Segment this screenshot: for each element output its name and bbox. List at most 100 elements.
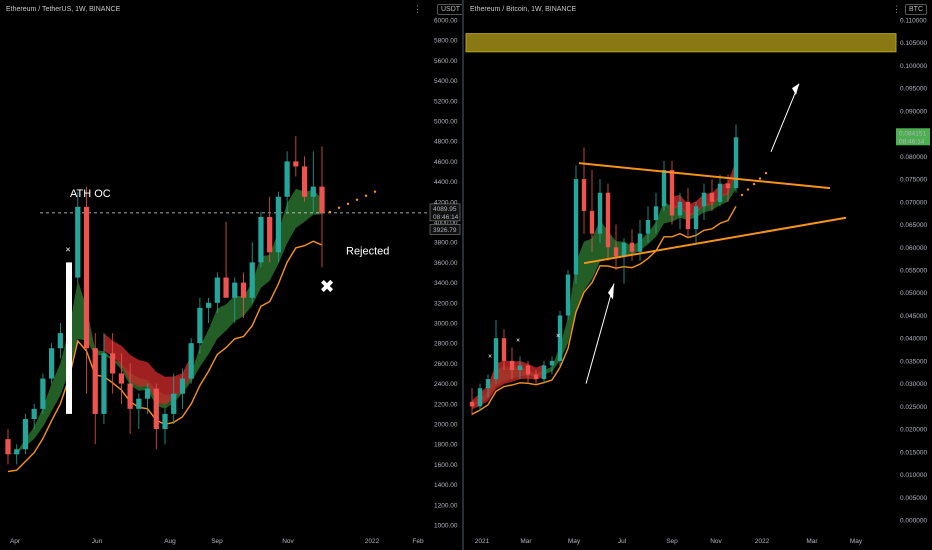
candle-body [613, 247, 619, 257]
trend-ribbon-red [103, 333, 192, 405]
candle-body [477, 388, 483, 407]
y-tick-label: 4400.00 [434, 179, 458, 186]
x-tick-label: Nov [282, 538, 294, 545]
candle-body [501, 338, 507, 361]
candle-body [249, 262, 255, 298]
y-tick-label: 0.090000 [900, 108, 927, 115]
projection-dot [355, 198, 359, 201]
projection-dot [337, 206, 341, 210]
price-box-value: 4089.95 [433, 206, 457, 213]
more-options-icon[interactable]: ⋮ [413, 4, 422, 14]
candle-body [533, 374, 539, 380]
y-tick-label: 0.055000 [900, 268, 927, 275]
candle-body [284, 161, 290, 197]
y-tick-label: 1200.00 [434, 502, 458, 509]
price-box-countdown: 08:46:14 [433, 214, 459, 221]
candle-body [48, 348, 55, 379]
candle-body [517, 365, 523, 370]
x-tick-label: Mar [806, 538, 818, 545]
y-tick-label: 0.040000 [900, 336, 927, 343]
candle-body [525, 365, 531, 375]
eth-usdt-chart-panel[interactable]: Ethereum / TetherUS, 1W, BINANCE ⋮ USDT … [0, 0, 465, 550]
candle-body [310, 186, 316, 197]
candle-body [136, 398, 142, 409]
candle-body [127, 383, 133, 409]
candle-body [589, 210, 595, 234]
candle-body [301, 166, 308, 197]
candle-body [629, 242, 635, 252]
candle-body [661, 170, 667, 207]
price-box-countdown: 08:46:14 [899, 138, 925, 145]
price-box-value: 3926.79 [433, 227, 457, 234]
y-tick-label: 0.035000 [900, 358, 927, 365]
y-tick-label: 0.095000 [900, 86, 927, 93]
y-tick-label: 2400.00 [434, 381, 458, 388]
projection-dot [764, 171, 768, 175]
candle-body [5, 439, 11, 455]
candle-body [621, 242, 627, 257]
candle-body [725, 183, 731, 189]
eth-btc-chart-panel[interactable]: Ethereum / Bitcoin, 1W, BINANCE ⋮ BTC 0.… [464, 0, 932, 550]
x-tick-label: Mar [520, 538, 532, 545]
y-tick-label: 2800.00 [434, 341, 458, 348]
candle-body [573, 179, 579, 275]
projection-dot [364, 194, 368, 197]
y-tick-label: 2000.00 [434, 422, 458, 429]
more-options-icon[interactable]: ⋮ [892, 4, 901, 14]
candle-body [733, 137, 739, 189]
x-tick-label: Nov [710, 538, 722, 545]
candle-body [31, 408, 37, 419]
x-marker-icon: × [65, 244, 70, 254]
rejected-cross-icon: ✖ [319, 277, 334, 297]
candle-body [493, 338, 499, 380]
candle-body [258, 216, 264, 263]
y-tick-label: 2200.00 [434, 401, 458, 408]
y-tick-label: 0.100000 [900, 63, 927, 70]
projection-dot [373, 190, 377, 193]
y-tick-label: 6000.00 [434, 18, 458, 25]
y-tick-label: 3000.00 [434, 321, 458, 328]
y-tick-label: 0.045000 [900, 313, 927, 320]
candle-body [22, 418, 29, 450]
candle-body [57, 333, 63, 349]
y-tick-label: 0.080000 [900, 154, 927, 161]
candle-body [669, 170, 675, 216]
y-tick-label: 4000.00 [434, 220, 458, 227]
panel-divider[interactable] [462, 0, 464, 550]
chart-title: Ethereum / TetherUS, 1W, BINANCE [6, 6, 121, 13]
candle-body [83, 206, 90, 349]
y-tick-label: 1600.00 [434, 462, 458, 469]
moving-average-line [471, 205, 737, 415]
y-tick-label: 5600.00 [434, 58, 458, 65]
candle-body [101, 353, 107, 414]
y-tick-label: 1800.00 [434, 442, 458, 449]
candle-body [214, 277, 220, 303]
x-tick-label: May [850, 538, 863, 545]
unit-label[interactable]: BTC [905, 4, 927, 15]
eth-usdt-chart-canvas[interactable]: 1000.00 1200.00 1400.00 1600.00 1800.00 2000.… [0, 0, 462, 550]
triangle-lower-line [583, 216, 847, 265]
y-tick-label: 0.060000 [900, 245, 927, 252]
eth-btc-chart-canvas[interactable]: 0.000000 0.005000 0.010000 0.015000 0.020000… [464, 0, 932, 550]
projection-dot [746, 188, 750, 191]
y-tick-label: 3600.00 [434, 260, 458, 267]
candle-body [469, 401, 475, 407]
x-tick-label: Jun [92, 538, 103, 545]
y-tick-label: 0.005000 [900, 495, 927, 502]
chart-title: Ethereum / Bitcoin, 1W, BINANCE [470, 6, 577, 13]
x-marker-icon: × [556, 333, 560, 340]
projection-dot [346, 202, 350, 206]
y-tick-label: 0.020000 [900, 427, 927, 434]
candle-body [197, 307, 203, 344]
y-tick-label: 0.030000 [900, 381, 927, 388]
price-box [429, 203, 461, 222]
candle-body [541, 365, 547, 380]
candle-body [653, 206, 659, 220]
signal-bar [66, 262, 72, 414]
x-tick-label: 2022 [755, 538, 770, 545]
projection-dot [752, 182, 756, 186]
candle-body [92, 348, 98, 414]
candle-body [232, 282, 238, 298]
x-tick-label: 2022 [365, 538, 380, 545]
candle-body [14, 449, 20, 455]
